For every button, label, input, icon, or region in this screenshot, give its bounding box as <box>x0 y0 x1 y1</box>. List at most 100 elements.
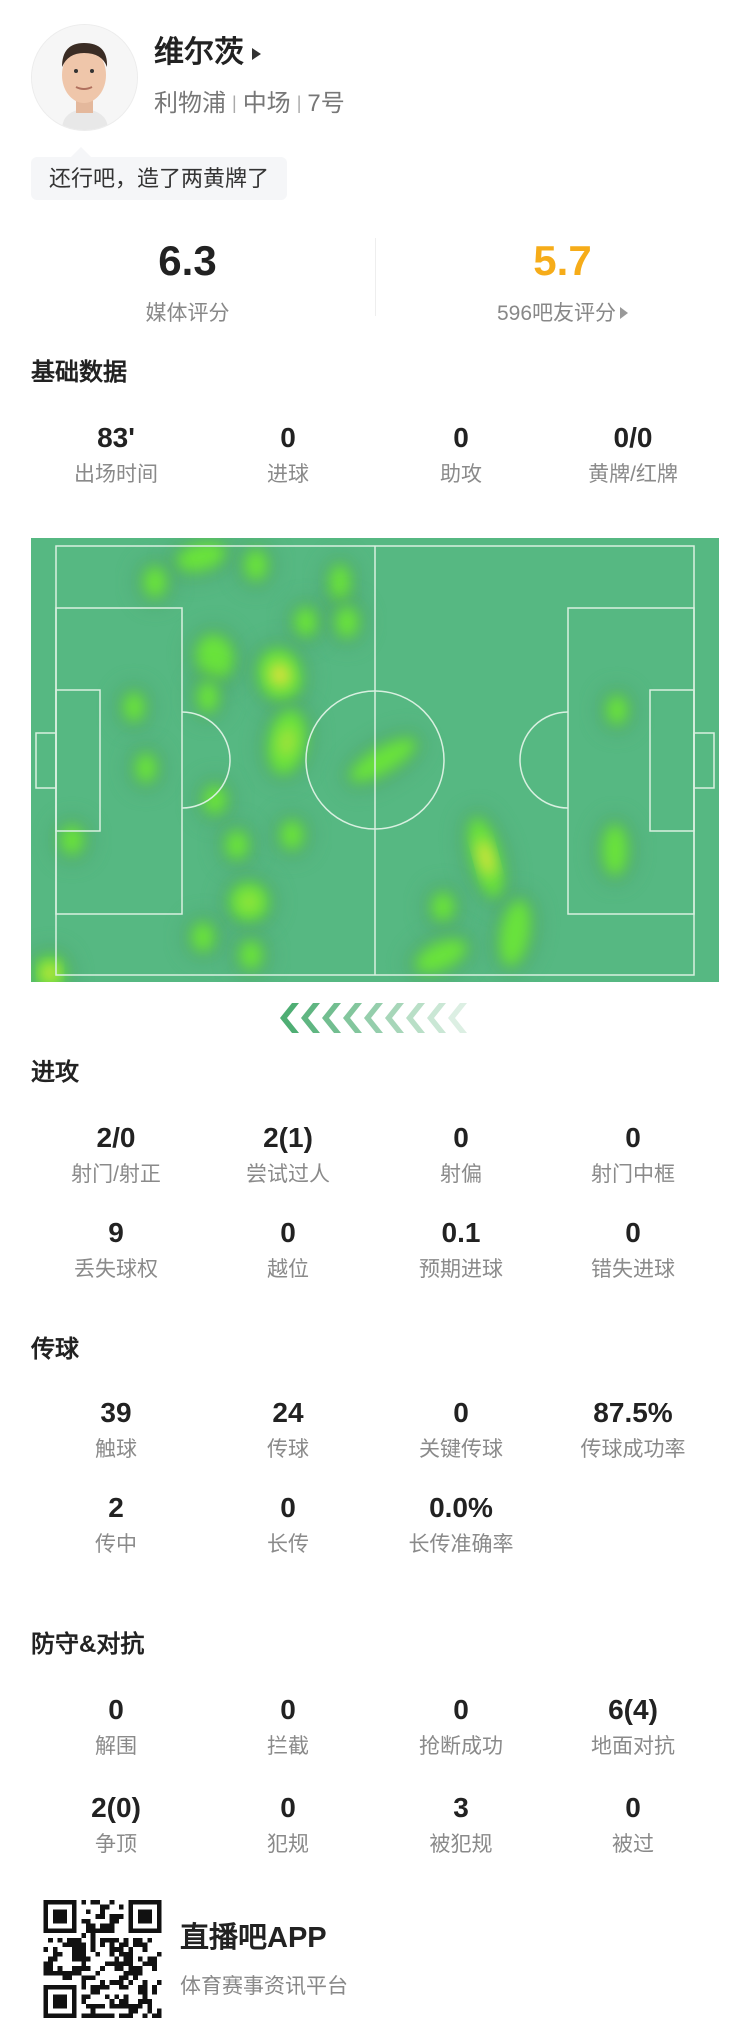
chevron-left-icon <box>343 1003 362 1033</box>
heatmap-hotspot <box>491 891 539 975</box>
chevron-left-icon <box>448 1003 467 1033</box>
heatmap-hotspot <box>249 640 311 710</box>
stat-label: 尝试过人 <box>246 1163 330 1186</box>
stat-label: 抢断成功 <box>419 1735 503 1758</box>
app-tagline: 体育赛事资讯平台 <box>180 1975 348 1998</box>
stat-label: 长传准确率 <box>408 1533 514 1556</box>
stat-value: 0 <box>625 1122 641 1153</box>
stat-cell: 83' 出场时间 <box>30 421 202 489</box>
center-circle <box>305 690 445 830</box>
stat-cell: 0/0 黄牌/红牌 <box>547 421 719 489</box>
stat-value: 0/0 <box>613 422 653 453</box>
stat-cell: 0 关键传球 <box>375 1396 547 1464</box>
stat-cell: 87.5% 传球成功率 <box>547 1396 719 1464</box>
stat-cell: 0 抢断成功 <box>375 1693 547 1761</box>
stat-value: 39 <box>100 1397 132 1428</box>
goal-left <box>35 732 57 789</box>
heatmap-hotspot <box>189 673 227 721</box>
chevron-left-icon <box>364 1003 383 1033</box>
stat-value: 2(0) <box>91 1792 141 1823</box>
heatmap-hotspot <box>221 874 277 930</box>
heatmap-hotspot <box>423 884 463 930</box>
stat-label: 争顶 <box>95 1833 137 1856</box>
stat-label: 传中 <box>95 1533 137 1556</box>
stat-value: 0 <box>280 1694 296 1725</box>
stat-label: 拦截 <box>267 1735 309 1758</box>
attack-direction-chevrons <box>280 1003 472 1033</box>
stat-label: 被过 <box>612 1833 654 1856</box>
section-title-attack: 进攻 <box>31 1059 79 1086</box>
heatmap-hotspot <box>594 816 636 884</box>
comment-text: 还行吧，造了两黄牌了 <box>49 166 270 191</box>
play-arrow-icon <box>252 48 261 61</box>
stat-value: 6(4) <box>608 1694 658 1725</box>
stat-label: 射门/射正 <box>71 1163 161 1186</box>
chevron-left-icon <box>280 1003 299 1033</box>
shirt-number: 7号 <box>307 90 345 117</box>
player-meta: 利物浦 | 中场 | 7号 <box>154 88 345 119</box>
stat-label: 关键传球 <box>419 1438 503 1461</box>
player-name: 维尔茨 <box>154 36 244 69</box>
heatmap <box>26 533 719 999</box>
team-name: 利物浦 <box>154 90 226 117</box>
rating-divider <box>375 238 376 316</box>
media-rating-label: 媒体评分 <box>145 302 230 325</box>
stat-value: 0 <box>280 1792 296 1823</box>
heatmap-hotspot <box>195 777 235 823</box>
heatmap-hotspot <box>460 809 512 907</box>
heatmap-hotspot <box>187 626 243 688</box>
stat-value: 0 <box>453 422 469 453</box>
stat-cell: 0 长传 <box>202 1491 374 1559</box>
stat-label: 错失进球 <box>591 1258 675 1281</box>
chevron-left-icon <box>406 1003 425 1033</box>
qr-code-icon <box>43 1900 162 2018</box>
heatmap-hotspot <box>115 684 153 730</box>
media-rating-value: 6.3 <box>158 237 217 284</box>
heatmap-hotspot <box>407 930 475 982</box>
stat-cell: 0 越位 <box>202 1216 374 1284</box>
stat-cell: 9 丢失球权 <box>30 1216 202 1284</box>
heatmap-hotspot <box>272 812 312 858</box>
player-avatar[interactable] <box>31 24 138 131</box>
section-title-defense: 防守&对抗 <box>31 1631 145 1658</box>
fan-rating-label: 596吧友评分 <box>496 302 617 325</box>
player-position: 中场 <box>242 90 291 117</box>
chevron-right-icon <box>620 307 629 319</box>
chevron-left-icon <box>322 1003 341 1033</box>
chevron-left-icon <box>301 1003 320 1033</box>
stat-value: 9 <box>108 1217 124 1248</box>
comment-bubble: 还行吧，造了两黄牌了 <box>31 147 288 200</box>
stat-label: 犯规 <box>267 1833 309 1856</box>
stat-cell: 2(0) 争顶 <box>30 1791 202 1859</box>
stat-value: 2(1) <box>263 1122 313 1153</box>
stat-cell: 0 进球 <box>202 421 374 489</box>
section-title-passing: 传球 <box>31 1336 79 1363</box>
stat-label: 出场时间 <box>74 463 158 486</box>
penalty-arc-left <box>181 711 231 809</box>
stat-label: 进球 <box>267 463 309 486</box>
stat-value: 0 <box>280 422 296 453</box>
section-title-basic: 基础数据 <box>31 359 127 386</box>
stat-label: 解围 <box>95 1735 137 1758</box>
stat-value: 0 <box>108 1694 124 1725</box>
app-name: 直播吧APP <box>180 1922 327 1954</box>
stat-cell: 0.1 预期进球 <box>375 1216 547 1284</box>
stat-label: 黄牌/红牌 <box>588 463 678 486</box>
stat-label: 传球成功率 <box>580 1438 686 1461</box>
stat-value: 0.0% <box>429 1492 493 1523</box>
stat-cell: 24 传球 <box>202 1396 374 1464</box>
qr-code <box>43 1900 162 2018</box>
fan-rating[interactable]: 5.7 596吧友评分 <box>375 236 750 328</box>
stat-value: 0 <box>625 1792 641 1823</box>
heatmap-hotspot <box>259 701 315 783</box>
stat-cell: 2 传中 <box>30 1491 202 1559</box>
player-name-link[interactable]: 维尔茨 <box>154 34 261 72</box>
heatmap-hotspot <box>321 556 359 610</box>
heatmap-hotspot <box>286 599 326 645</box>
stat-value: 0 <box>625 1217 641 1248</box>
stat-label: 长传 <box>267 1533 309 1556</box>
fan-rating-value: 5.7 <box>533 237 592 284</box>
stat-label: 射门中框 <box>591 1163 675 1186</box>
stat-value: 0 <box>280 1217 296 1248</box>
heatmap-hotspot <box>236 541 276 589</box>
